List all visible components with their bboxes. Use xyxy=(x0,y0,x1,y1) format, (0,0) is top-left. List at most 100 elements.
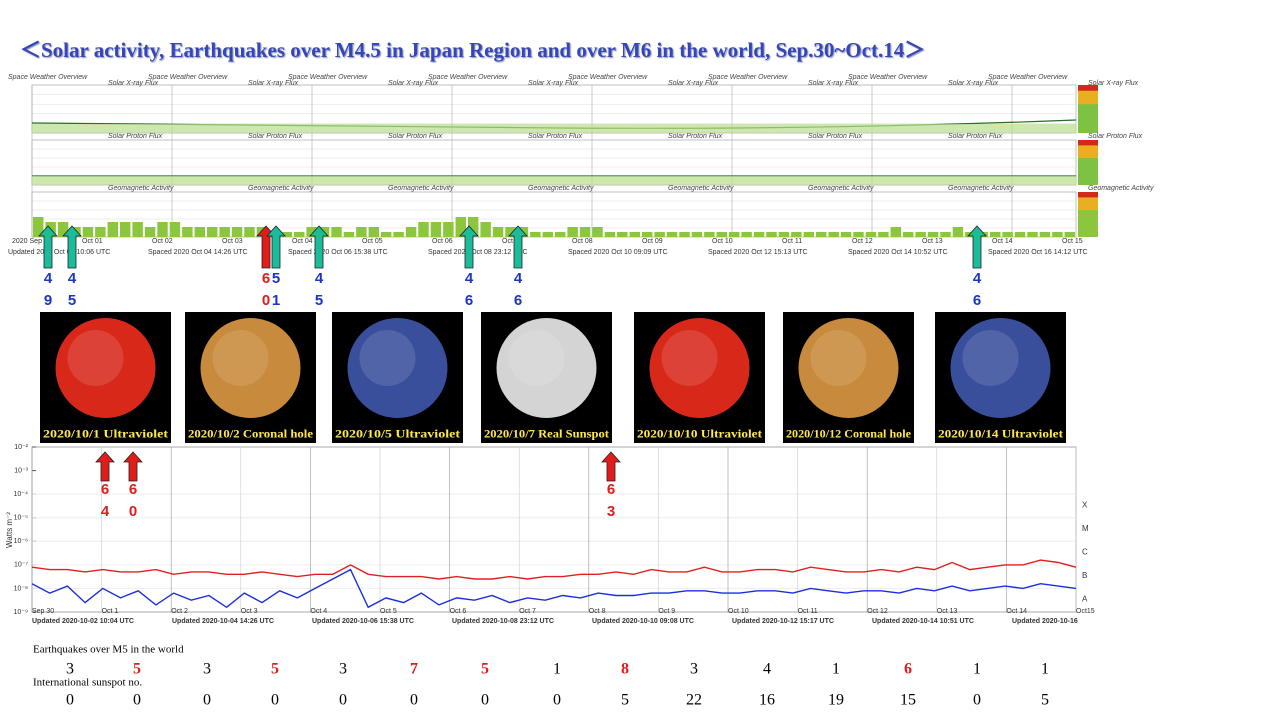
caption-bg xyxy=(783,425,914,443)
magnitude-digit: 5 xyxy=(68,292,76,309)
slide-title: ＜Solar activity, Earthquakes over M4.5 i… xyxy=(20,38,925,62)
sunspot-number: 0 xyxy=(973,692,981,709)
sun-glow xyxy=(962,330,1019,386)
caption-bg xyxy=(935,425,1066,443)
sunspot-number: 0 xyxy=(553,692,561,709)
updated-label: Updated 2020-10-02 10:04 UTC xyxy=(32,618,134,625)
panel-header: Space Weather Overview xyxy=(848,74,928,81)
x-date-label: Oct 9 xyxy=(658,608,675,615)
kp-bar xyxy=(716,232,727,237)
kp-bar xyxy=(940,232,951,237)
quake-arrow xyxy=(38,225,58,269)
earthquake-count: 6 xyxy=(904,661,912,678)
quake-arrow xyxy=(62,225,82,269)
sun-glow xyxy=(508,330,565,386)
quake-arrow xyxy=(967,225,987,269)
x-date-label: Oct 4 xyxy=(310,608,327,615)
panel-header: Space Weather Overview xyxy=(988,74,1068,81)
panel-header: Space Weather Overview xyxy=(288,74,368,81)
panel-title: Geomagnetic Activity xyxy=(948,185,1014,192)
date-label: Oct 12 xyxy=(852,238,873,245)
kp-bar xyxy=(331,227,342,237)
updated-label: Updated 2020-10-16 xyxy=(1012,618,1078,625)
kp-bar xyxy=(281,232,292,237)
x-date-label: Sep 30 xyxy=(32,608,54,615)
magnitude-digit: 6 xyxy=(973,292,981,309)
kp-bar xyxy=(691,232,703,237)
magnitude-digit: 0 xyxy=(262,292,270,309)
earthquake-count: 1 xyxy=(1041,661,1049,678)
kp-bar xyxy=(990,232,1001,237)
scale-bar-peak xyxy=(1078,140,1098,146)
kp-bar xyxy=(157,222,168,237)
sunspot-number: 5 xyxy=(1041,692,1049,709)
panel-title: Solar X-ray Flux xyxy=(108,80,159,87)
y-axis-title: Watts m⁻² xyxy=(5,512,14,548)
kp-bar xyxy=(182,227,193,237)
magnitude-digit: 4 xyxy=(514,270,523,287)
panel-header: Space Weather Overview xyxy=(708,74,788,81)
updated-label: Updated 2020 Oct 02 10:06 UTC xyxy=(8,249,110,256)
kp-bar xyxy=(219,227,230,237)
y-tick-label: 10⁻⁸ xyxy=(14,585,28,592)
x-date-label: Oct 11 xyxy=(798,608,818,615)
x-date-label: Oct 14 xyxy=(1006,608,1027,615)
magnitude-digit: 6 xyxy=(514,292,522,309)
sun-glow xyxy=(359,330,416,386)
kp-bar xyxy=(828,232,839,237)
panel-title: Solar X-ray Flux xyxy=(528,80,579,87)
kp-bar xyxy=(853,232,864,237)
class-label: B xyxy=(1082,571,1087,580)
kp-bar xyxy=(57,222,69,237)
kp-bar xyxy=(753,232,765,237)
sunspot-number: 0 xyxy=(66,692,74,709)
updated-label: Spaced 2020 Oct 10 09:09 UTC xyxy=(568,249,668,256)
sun-glow xyxy=(212,330,269,386)
kp-bar xyxy=(132,222,143,237)
y-tick-label: 10⁻² xyxy=(14,444,28,451)
panel-title: Solar X-ray Flux xyxy=(388,80,439,87)
earthquake-count: 8 xyxy=(621,661,629,678)
kp-bar xyxy=(604,232,616,237)
sun-disk xyxy=(496,318,597,418)
caption-bg xyxy=(481,425,612,443)
sun-disk xyxy=(798,318,899,418)
sunspot-number: 22 xyxy=(686,692,702,709)
kp-bar xyxy=(33,217,44,237)
sun-disk xyxy=(55,318,156,418)
kp-bar xyxy=(679,232,690,237)
panel-title: Solar Proton Flux xyxy=(248,133,303,140)
panel-title: Solar Proton Flux xyxy=(808,133,863,140)
kp-bar xyxy=(468,217,479,237)
quake-arrow xyxy=(459,225,479,269)
quake-arrow xyxy=(601,451,621,482)
quake-arrow xyxy=(123,451,143,482)
kp-bar xyxy=(194,227,205,237)
earthquake-count: 3 xyxy=(66,661,74,678)
updated-label: Updated 2020-10-10 09:08 UTC xyxy=(592,618,694,625)
sunspot-number: 0 xyxy=(133,692,141,709)
kp-bar xyxy=(766,232,777,237)
kp-bar xyxy=(294,232,305,237)
kp-bar xyxy=(1052,232,1063,237)
sunspot-number: 0 xyxy=(481,692,489,709)
kp-bar xyxy=(592,227,603,237)
kp-bar xyxy=(405,227,417,237)
sun-glow xyxy=(661,330,718,386)
sunspot-number: 0 xyxy=(339,692,347,709)
kp-bar xyxy=(927,232,939,237)
sun-disk xyxy=(950,318,1051,418)
kp-bar xyxy=(555,232,566,237)
kp-bar xyxy=(231,227,243,237)
row-label: International sunspot no. xyxy=(33,677,142,689)
kp-bar xyxy=(1027,232,1038,237)
kp-bar xyxy=(1039,232,1051,237)
kp-bar xyxy=(530,232,541,237)
earthquake-count: 3 xyxy=(339,661,347,678)
x-date-label: Oct 13 xyxy=(937,608,958,615)
kp-bar xyxy=(107,222,118,237)
date-label: Oct 09 xyxy=(642,238,663,245)
kp-bar xyxy=(666,232,678,237)
sunspot-number: 0 xyxy=(271,692,279,709)
